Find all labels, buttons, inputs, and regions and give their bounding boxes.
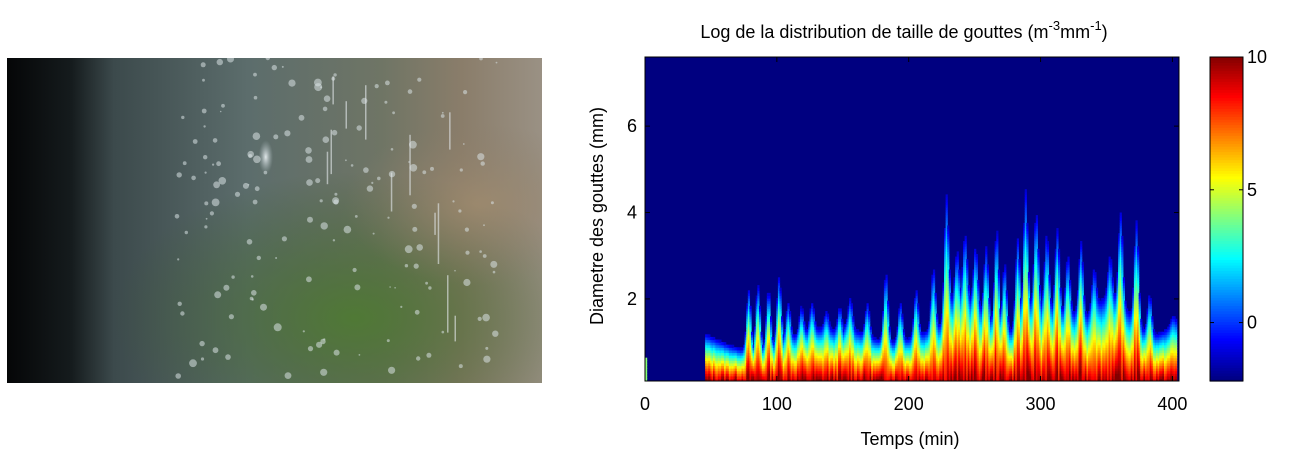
y-tick-label: 2 bbox=[627, 289, 637, 309]
y-tick-label: 6 bbox=[627, 116, 637, 136]
colorbar: 0 5 10 bbox=[1209, 47, 1267, 382]
x-axis-label: Temps (min) bbox=[860, 429, 959, 449]
colorbar-tick-label: 5 bbox=[1247, 180, 1257, 200]
chart-title: Log de la distribution de taille de gout… bbox=[700, 18, 1107, 42]
heatmap-plot-area: 0 100 200 300 400 2 4 6 bbox=[627, 56, 1187, 414]
x-tick-label: 200 bbox=[894, 394, 924, 414]
colorbar-tick-label: 0 bbox=[1247, 313, 1257, 333]
x-tick-label: 300 bbox=[1026, 394, 1056, 414]
x-tick-label: 0 bbox=[640, 394, 650, 414]
y-axis-label: Diametre des gouttes (mm) bbox=[587, 107, 607, 325]
y-tick-label: 4 bbox=[627, 203, 637, 223]
x-tick-label: 100 bbox=[762, 394, 792, 414]
colorbar-tick-label: 10 bbox=[1247, 47, 1267, 67]
x-tick-label: 400 bbox=[1157, 394, 1187, 414]
rain-window-photo bbox=[7, 58, 542, 383]
drop-size-heatmap-figure: Log de la distribution de taille de gout… bbox=[587, 18, 1267, 449]
